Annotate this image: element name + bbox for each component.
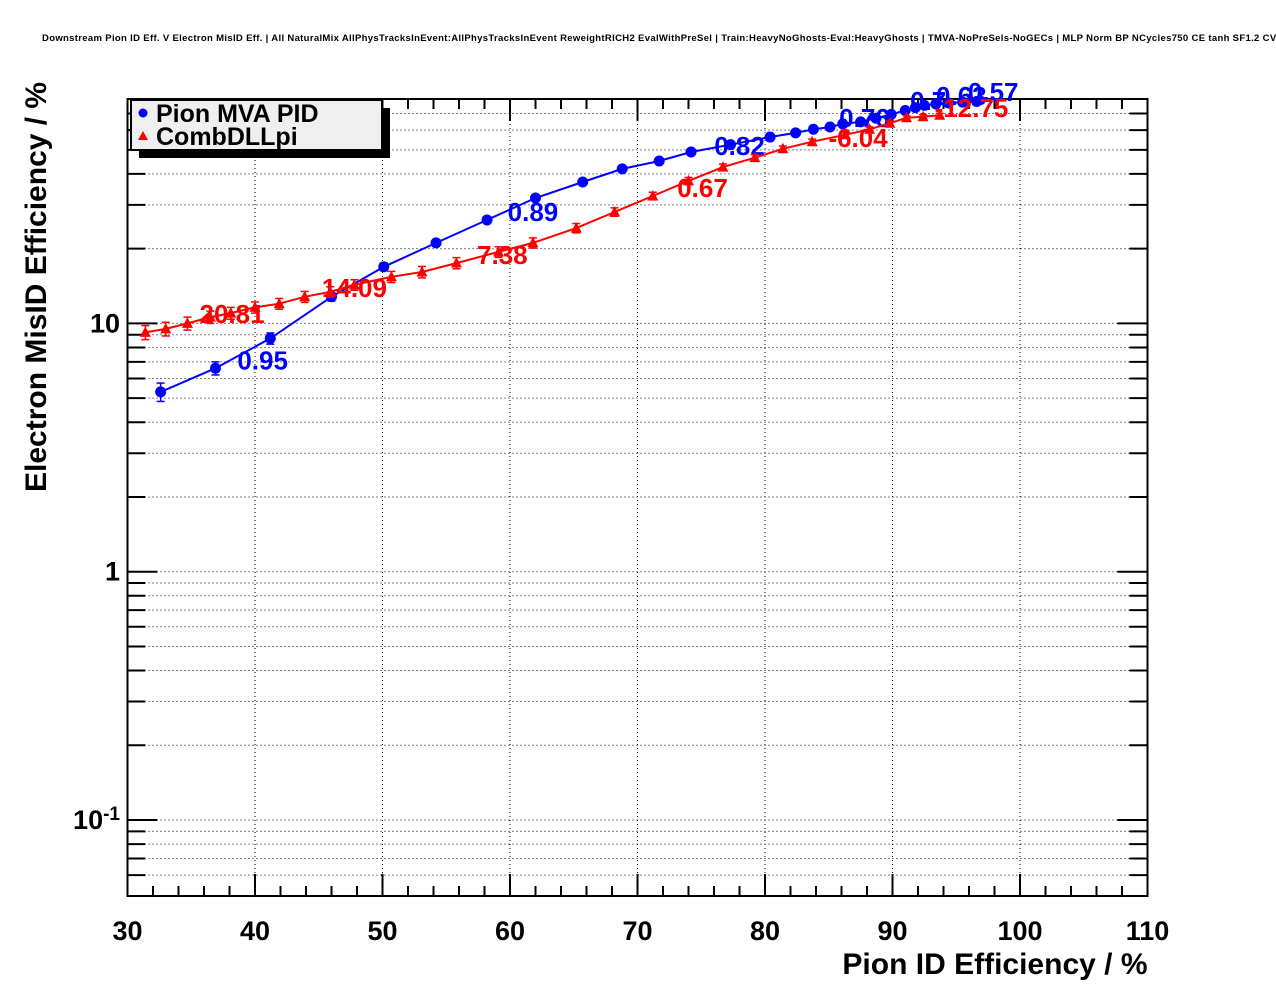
data-point-marker	[299, 290, 311, 302]
data-point-marker	[385, 270, 397, 282]
x-tick-label: 110	[1126, 916, 1170, 946]
data-point-marker	[273, 297, 285, 309]
data-point-marker	[917, 110, 929, 122]
data-markers	[139, 109, 946, 337]
y-tick-label: 1	[105, 557, 120, 587]
data-point-marker	[181, 317, 193, 328]
legend-item-label: Pion MVA PID	[156, 100, 319, 128]
data-point-marker	[570, 222, 582, 233]
y-axis-title: Electron MisID Efficiency / %	[20, 82, 53, 492]
data-point-marker	[807, 123, 819, 135]
data-point-marker	[616, 163, 628, 175]
data-point-marker	[160, 322, 172, 334]
y-tick-label: 10	[90, 308, 120, 338]
x-tick-label: 80	[750, 916, 780, 946]
data-point-marker	[653, 155, 665, 167]
data-point-marker	[918, 99, 930, 111]
x-tick-label: 40	[240, 916, 270, 946]
data-point-marker	[777, 142, 789, 154]
cut-value-label: 0.63	[936, 81, 987, 111]
data-point-marker	[225, 307, 237, 318]
data-point-marker	[943, 97, 955, 109]
legend-marker-circle-icon	[138, 108, 148, 118]
cut-value-label: 0.95	[237, 345, 288, 375]
data-point-marker	[839, 128, 851, 140]
data-point-marker	[685, 146, 697, 158]
data-point-marker	[725, 139, 737, 151]
data-point-marker	[609, 205, 621, 217]
data-point-marker	[855, 116, 867, 128]
data-point-marker	[824, 121, 836, 133]
data-point-marker	[416, 266, 428, 277]
legend-marker-triangle-icon	[138, 131, 148, 140]
cut-value-label: 0.57	[968, 77, 1019, 107]
data-point-marker	[450, 257, 462, 268]
cut-value-label: 0.89	[508, 197, 559, 227]
data-point-marker	[764, 131, 776, 143]
x-axis-title: Pion ID Efficiency / %	[842, 948, 1147, 981]
data-point-marker	[139, 326, 151, 337]
legend-item-label: CombDLLpi	[156, 123, 298, 151]
data-point-marker	[481, 214, 493, 226]
data-point-marker	[884, 117, 896, 128]
data-point-marker	[901, 111, 913, 123]
gridlines	[128, 100, 1147, 895]
x-tick-label: 90	[877, 916, 907, 946]
data-point-marker	[683, 174, 694, 186]
x-tick-label: 30	[112, 916, 142, 946]
data-point-marker	[864, 123, 876, 134]
data-point-marker	[530, 192, 541, 204]
data-point-marker	[790, 127, 802, 139]
data-point-marker	[806, 135, 818, 147]
data-point-marker	[264, 332, 276, 344]
x-tick-label: 60	[495, 916, 525, 946]
x-tick-label: 100	[997, 916, 1042, 946]
cut-value-label: 0.76	[839, 103, 890, 133]
data-point-marker	[527, 236, 539, 248]
data-point-marker	[957, 96, 969, 108]
data-point-marker	[885, 108, 897, 120]
data-point-marker	[934, 109, 946, 120]
data-point-marker	[378, 261, 390, 273]
data-point-marker	[837, 118, 849, 130]
data-point-marker	[493, 245, 505, 257]
x-tick-label: 50	[367, 916, 397, 946]
cut-value-label: -6.04	[828, 123, 888, 153]
data-point-marker	[870, 112, 882, 124]
legend-box	[130, 99, 383, 151]
data-point-marker	[717, 161, 729, 172]
data-point-marker	[209, 362, 221, 374]
x-axis-labels: 30 40 50 60 70 80 90 100 110	[112, 916, 1169, 946]
plot-title: Downstream Pion ID Eff. V Electron MisID…	[42, 33, 1276, 44]
cut-value-label: 14.09	[322, 273, 387, 303]
y-tick-label: 10-1	[73, 804, 120, 835]
data-point-marker	[204, 311, 216, 322]
cut-value-label: 7.38	[477, 240, 528, 270]
data-point-marker	[324, 285, 336, 297]
data-point-marker	[155, 386, 167, 398]
cut-value-label: 0.67	[677, 173, 728, 203]
cut-value-label: -12.75	[935, 93, 1009, 123]
data-point-marker	[348, 278, 360, 290]
data-point-marker	[577, 176, 589, 188]
data-point-marker	[930, 98, 942, 110]
data-point-marker	[749, 151, 761, 163]
data-point-marker	[430, 237, 442, 249]
data-point-marker	[249, 301, 261, 312]
y-axis-labels: 10 1 10-1	[73, 308, 120, 835]
cut-value-label: 20.81	[200, 299, 265, 329]
data-point-marker	[647, 189, 659, 201]
data-point-marker	[899, 105, 911, 117]
data-point-marker	[971, 95, 983, 107]
axis-ticks	[126, 99, 1149, 896]
x-tick-label: 70	[622, 916, 652, 946]
data-point-marker	[909, 102, 921, 114]
series-combdllpi: 20.81 14.09 7.38 0.67 -6.04 -12.75	[139, 93, 1009, 341]
